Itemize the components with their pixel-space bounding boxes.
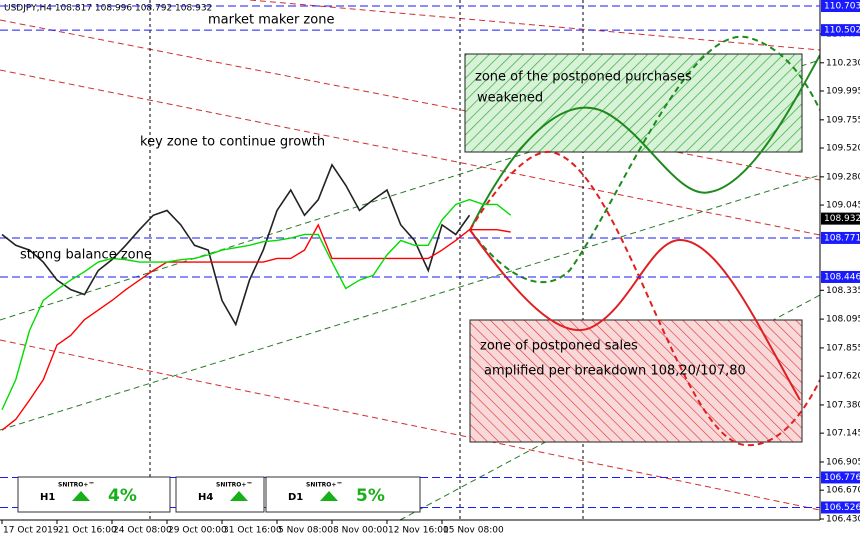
level-label: 106.776 — [824, 473, 860, 483]
annotation: zone of the postponed purchases — [475, 70, 692, 85]
level-box — [821, 270, 860, 283]
x-tick-label: 31 Oct 16:00 — [223, 526, 282, 536]
indicator-box — [175, 476, 265, 513]
y-tick-label: 107.620 — [826, 372, 860, 382]
annotation: strong balance zone — [20, 248, 152, 263]
last-price-label: 108.932 — [824, 214, 860, 224]
y-tick-label: 106.905 — [826, 457, 860, 467]
level-box — [821, 231, 860, 244]
purchase-zone — [464, 53, 803, 153]
y-tick-label: 107.855 — [826, 343, 860, 353]
up-arrow — [320, 491, 338, 501]
chart-title: USDJPY,H4 108.817 108.996 108.792 108.93… — [4, 4, 212, 14]
indicator-value: 4% — [108, 486, 137, 506]
y-tick-label: 107.145 — [826, 429, 860, 439]
level-label: 110.502 — [824, 26, 860, 36]
annotation: zone of postponed sales — [480, 339, 638, 354]
y-tick-label: 110.230 — [826, 58, 860, 68]
timeframe: H1 — [40, 492, 55, 503]
y-tick-label: 108.335 — [826, 286, 860, 296]
indicator-name: SNITRO+™ — [306, 482, 342, 489]
level-box — [821, 501, 860, 514]
indicator-value: 5% — [356, 486, 385, 506]
annotation: market maker zone — [208, 13, 334, 28]
annotation: key zone to continue growth — [140, 135, 325, 150]
level-label: 108.771 — [824, 233, 860, 243]
indicator-name: SNITRO+™ — [58, 482, 94, 489]
annotation: weakened — [477, 91, 543, 106]
indicator-name: SNITRO+™ — [216, 482, 252, 489]
y-tick-label: 109.755 — [826, 115, 860, 125]
x-tick-label: 5 Nov 08:00 — [278, 526, 333, 536]
level-box — [821, 0, 860, 12]
time-axis — [0, 520, 860, 538]
last-price-box — [821, 212, 860, 225]
x-tick-label: 8 Nov 00:00 — [333, 526, 388, 536]
x-tick-label: 17 Oct 2019 — [3, 526, 59, 536]
x-tick-label: 12 Nov 16:00 — [388, 526, 449, 536]
x-tick-label: 24 Oct 08:00 — [113, 526, 172, 536]
series-line — [1, 223, 511, 431]
level-label: 106.526 — [824, 503, 860, 513]
forecast-paths — [469, 35, 821, 447]
x-tick-label: 15 Nov 08:00 — [443, 526, 504, 536]
indicator-box — [17, 476, 171, 513]
timeframe: D1 — [288, 492, 303, 503]
level-label: 108.446 — [824, 272, 860, 282]
y-tick-label: 106.430 — [826, 515, 860, 525]
y-tick-label: 107.380 — [826, 400, 860, 410]
up-arrow — [230, 491, 248, 501]
series-line — [1, 163, 471, 327]
annotation: amplified per breakdown 108,20/107,80 — [484, 364, 746, 379]
y-tick-label: 108.095 — [826, 315, 860, 325]
y-tick-label: 109.280 — [826, 172, 860, 182]
y-tick-label: 109.995 — [826, 86, 860, 96]
x-tick-label: 21 Oct 16:00 — [58, 526, 117, 536]
level-box — [821, 24, 860, 37]
sales-zone — [469, 319, 803, 443]
level-box — [821, 471, 860, 484]
series-line — [1, 198, 512, 411]
up-arrow — [72, 491, 90, 501]
timeframe: H4 — [198, 492, 213, 503]
y-tick-label: 109.045 — [826, 201, 860, 211]
level-label: 110.703 — [824, 2, 860, 12]
price-axis — [820, 0, 860, 538]
indicator-box — [265, 476, 421, 513]
x-tick-label: 29 Oct 00:00 — [168, 526, 227, 536]
y-tick-label: 109.520 — [826, 144, 860, 154]
y-tick-label: 106.670 — [826, 486, 860, 496]
